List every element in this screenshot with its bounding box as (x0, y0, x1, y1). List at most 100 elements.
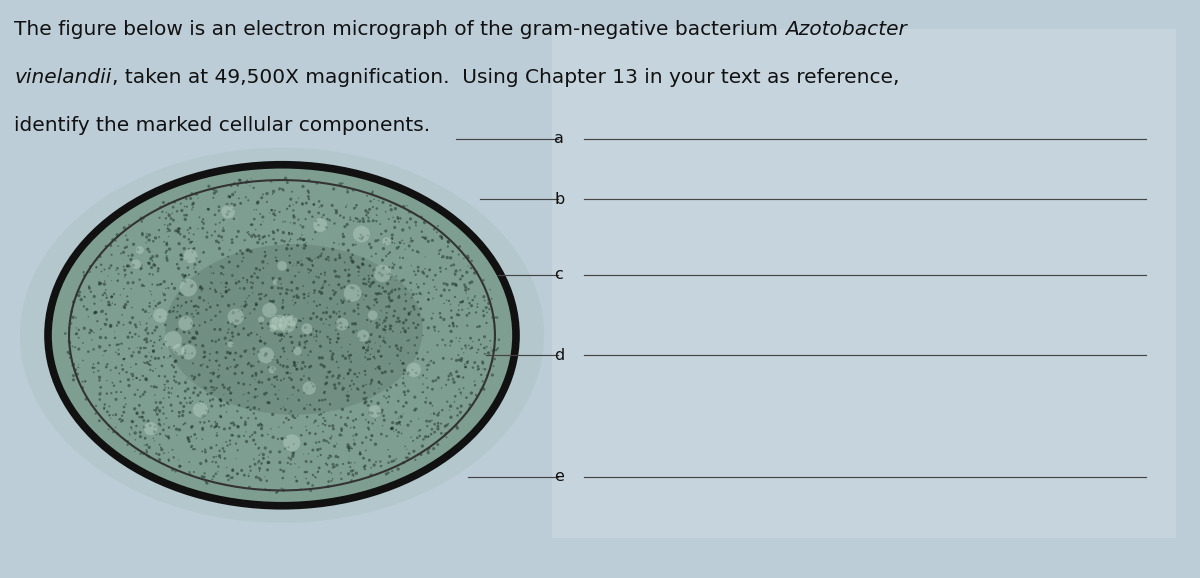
Point (433, 354, 452, 363)
Point (374, 416, 394, 425)
Point (451, 266, 470, 275)
Point (191, 405, 210, 414)
Point (451, 388, 470, 397)
Point (124, 375, 143, 384)
Point (454, 373, 473, 382)
Point (133, 214, 152, 223)
Point (155, 386, 174, 395)
Point (376, 287, 395, 296)
Point (307, 438, 326, 447)
Point (260, 447, 280, 457)
Point (344, 327, 364, 336)
Point (204, 185, 223, 194)
Point (442, 402, 461, 411)
Point (450, 310, 469, 320)
Point (410, 425, 430, 435)
Point (319, 280, 338, 290)
Point (91, 307, 110, 317)
Point (115, 303, 134, 313)
Point (254, 454, 274, 463)
Point (150, 280, 169, 289)
Point (137, 319, 156, 328)
Point (244, 288, 263, 298)
Point (169, 228, 188, 237)
Point (264, 235, 283, 244)
Point (138, 358, 157, 368)
Point (407, 221, 426, 230)
Point (428, 418, 448, 428)
Point (118, 292, 137, 301)
Point (211, 396, 230, 405)
Point (340, 276, 359, 286)
Point (282, 229, 301, 239)
Point (382, 321, 401, 331)
Point (136, 307, 155, 316)
Point (368, 236, 388, 245)
Point (298, 324, 317, 334)
Point (102, 237, 121, 246)
Point (133, 412, 152, 421)
Point (294, 290, 313, 299)
Point (136, 423, 155, 432)
Point (228, 421, 247, 431)
Point (172, 251, 191, 260)
Point (288, 241, 307, 250)
Point (466, 291, 485, 301)
Point (347, 201, 366, 210)
Point (202, 376, 221, 386)
Point (157, 414, 176, 423)
Point (394, 253, 413, 262)
Point (156, 338, 175, 347)
Point (126, 323, 145, 332)
Point (406, 340, 425, 350)
Point (222, 235, 241, 244)
Point (176, 319, 196, 328)
Point (308, 468, 328, 477)
Point (245, 305, 264, 314)
Point (335, 232, 354, 242)
Point (156, 432, 175, 441)
Point (281, 195, 300, 204)
Point (288, 293, 307, 302)
Point (388, 243, 407, 253)
Point (214, 270, 233, 279)
Point (202, 316, 221, 325)
Point (182, 349, 202, 358)
Point (83, 362, 102, 372)
Point (263, 365, 282, 375)
Point (304, 261, 323, 271)
Point (208, 420, 227, 429)
Point (448, 411, 467, 420)
Point (158, 377, 178, 386)
Point (224, 205, 244, 214)
Point (319, 368, 338, 377)
Point (96, 320, 115, 329)
Point (479, 349, 498, 358)
Point (316, 420, 335, 429)
Point (401, 417, 420, 426)
Text: identify the marked cellular components.: identify the marked cellular components. (14, 116, 431, 135)
Point (246, 440, 265, 449)
Point (169, 239, 188, 249)
Point (140, 421, 160, 430)
Point (361, 350, 380, 359)
Point (468, 365, 487, 375)
Point (229, 194, 248, 203)
Point (82, 287, 101, 297)
Point (461, 279, 480, 288)
Point (372, 306, 391, 316)
Point (408, 354, 427, 364)
Point (328, 320, 347, 329)
Point (326, 325, 346, 335)
Point (119, 251, 138, 261)
Ellipse shape (166, 244, 422, 415)
Point (196, 352, 215, 361)
Point (124, 371, 143, 380)
Point (91, 260, 110, 269)
Point (188, 224, 208, 234)
Point (191, 282, 210, 291)
Point (431, 232, 450, 241)
Point (268, 375, 287, 384)
Point (175, 215, 194, 224)
Point (482, 294, 502, 303)
